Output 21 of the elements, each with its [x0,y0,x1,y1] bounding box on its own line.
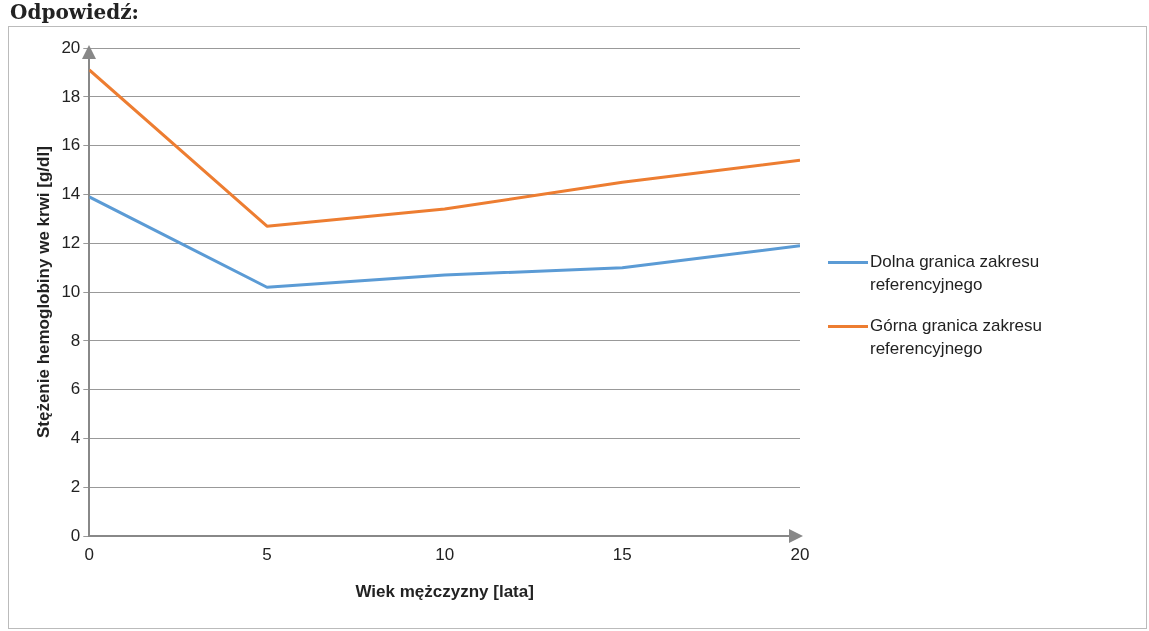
legend-label: Górna granica zakresu referencyjnego [870,315,1043,360]
y-tick-label: 12 [61,232,81,252]
x-tick-label: 10 [435,545,455,565]
y-tick-label: 10 [61,281,81,301]
x-tick-label: 15 [612,545,632,565]
y-tick-label: 4 [70,428,81,448]
y-tick-label: 6 [70,379,81,399]
x-tick-label: 5 [262,545,272,565]
y-tick-label: 14 [61,184,81,204]
x-axis-title: Wiek mężczyzny [lata] [355,582,534,602]
y-tick-label: 2 [70,477,81,497]
legend-label: Dolna granica zakresu referencyjnego [870,251,1041,296]
y-tick-label: 0 [70,525,81,545]
y-tick-label: 16 [61,135,81,155]
x-tick-label: 20 [790,545,810,565]
y-axis-title: Stężenie hemoglobiny we krwi [g/dl] [33,146,53,439]
x-tick-label: 0 [84,545,95,565]
chart-title: Odpowiedź: [10,0,139,24]
y-tick-label: 8 [70,330,81,350]
y-tick-label: 20 [61,37,81,57]
y-tick-label: 18 [61,86,81,106]
